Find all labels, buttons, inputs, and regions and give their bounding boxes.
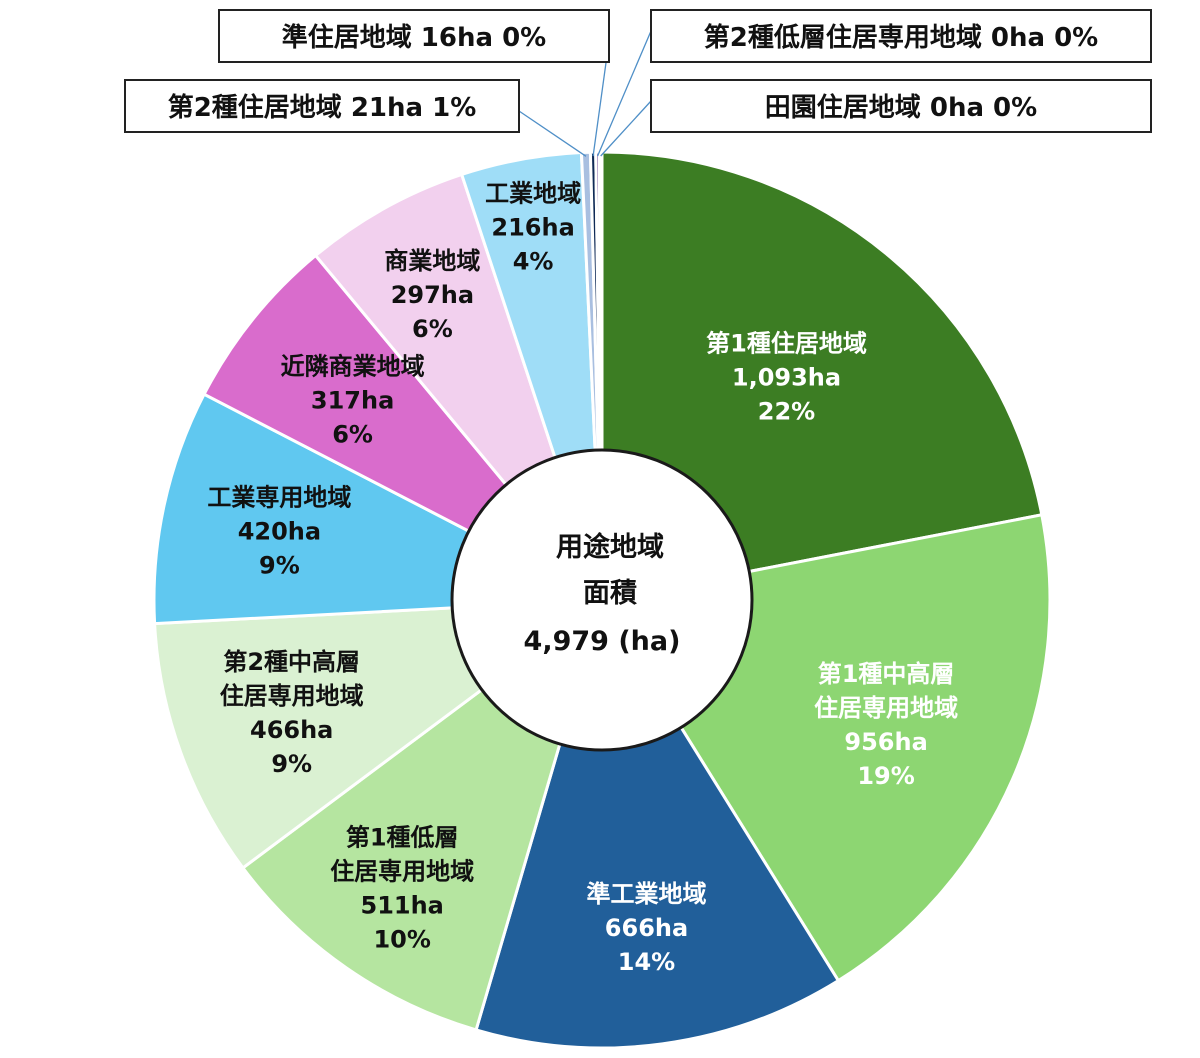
center-total: 4,979 (ha) [524,626,681,657]
slice-label-1-line-1: 住居専用地域 [814,694,958,722]
slice-label-8-line-1: 216ha [491,213,574,241]
slice-label-1-line-2: 956ha [844,728,927,756]
slice-label-0-line-2: 22% [758,397,815,425]
slice-label-0-line-0: 第1種住居地域 [706,329,867,357]
slice-label-4-line-3: 9% [271,750,312,778]
slice-labels: 第1種住居地域1,093ha22%第1種中高層住居専用地域956ha19%準工業… [207,179,958,976]
slice-label-1-line-0: 第1種中高層 [818,660,955,688]
slice-label-3-line-2: 511ha [361,891,444,919]
slice-label-4-line-1: 住居専用地域 [220,682,364,710]
pie-slice-0 [600,150,1044,602]
slice-label-4-line-0: 第2種中高層 [223,648,360,676]
callout-text-10: 準住居地域 16ha 0% [282,22,546,53]
callout-text-11: 第2種低層住居専用地域 0ha 0% [704,22,1098,53]
callout-box-12 [650,79,1152,133]
callout-text-12: 田園住居地域 0ha 0% [765,92,1037,123]
callout-leader-9 [518,110,587,157]
callout-box-9 [124,79,520,133]
slice-label-0-line-1: 1,093ha [732,363,841,391]
slice-label-6-line-2: 6% [332,421,373,449]
callout-box-11 [650,9,1152,63]
slice-label-2-line-1: 666ha [605,914,688,942]
callout-leader-11 [597,30,652,157]
slice-label-6-line-1: 317ha [311,387,394,415]
slice-label-3-line-0: 第1種低層 [346,823,459,851]
callout-leader-12 [600,100,652,157]
callout-text-9: 第2種住居地域 21ha 1% [168,92,477,123]
slice-label-7-line-2: 6% [412,315,453,343]
callout-box-10 [218,9,610,63]
slice-label-2-line-2: 14% [618,948,675,976]
pie-slice-2 [474,596,841,1050]
slice-label-4-line-2: 466ha [250,716,333,744]
slice-label-5-line-1: 420ha [238,518,321,546]
slice-label-6-line-0: 近隣商業地域 [281,353,425,381]
slice-label-5-line-2: 9% [259,552,300,580]
pie-slices [152,150,1052,1050]
center-subtitle: 面積 [583,578,637,609]
slice-label-3-line-1: 住居専用地域 [330,857,474,885]
slice-label-3-line-3: 10% [373,925,430,953]
center-hole: 用途地域 面積 4,979 (ha) [450,448,754,752]
slice-label-8-line-2: 4% [513,247,554,275]
slice-label-7-line-1: 297ha [391,281,474,309]
slice-label-7-line-0: 商業地域 [384,247,480,275]
slice-label-5-line-0: 工業専用地域 [207,484,351,512]
slice-label-2-line-0: 準工業地域 [587,880,707,908]
slice-label-1-line-3: 19% [857,762,914,790]
slice-label-8-line-0: 工業地域 [485,179,581,207]
center-title: 用途地域 [556,531,664,563]
callout-labels: 第2種住居地域 21ha 1% 準住居地域 16ha 0% 第2種低層住居専用地域 … [124,9,1152,133]
center-circle [450,448,754,752]
